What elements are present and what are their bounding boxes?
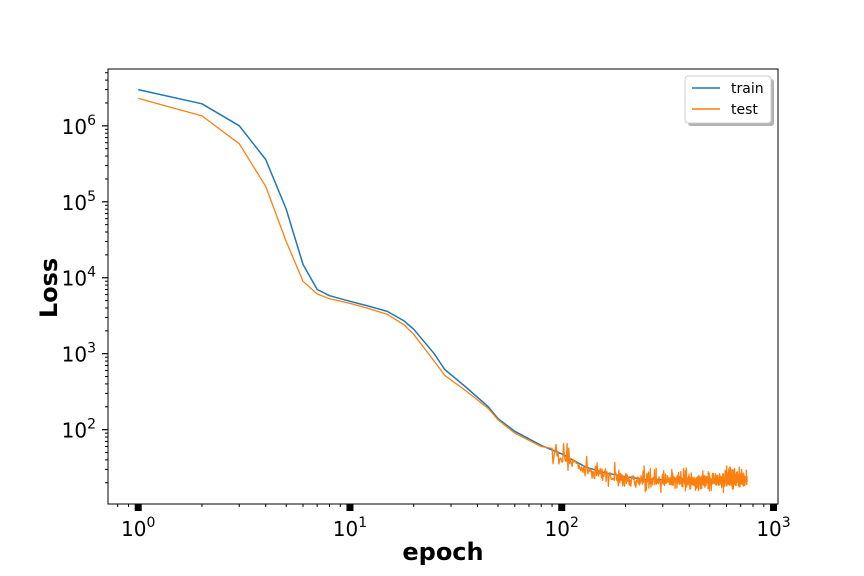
x-major-tick [770, 504, 778, 511]
x-tick-label: 100 [121, 515, 155, 541]
legend-label-train: train [731, 81, 764, 97]
series-layer [138, 88, 748, 494]
x-major-tick [558, 504, 566, 511]
x-tick-label: 103 [756, 515, 790, 541]
x-major-ticks: 100 101 102 103 [121, 504, 791, 541]
y-tick-label: 106 [62, 113, 96, 139]
y-tick-label: 102 [62, 417, 96, 443]
plot-frame [107, 68, 779, 505]
x-tick-label: 102 [545, 515, 579, 541]
legend: train test [684, 75, 774, 126]
y-tick-label: 104 [62, 265, 96, 291]
y-major-ticks: 102 103 104 105 106 [62, 113, 108, 443]
y-tick-label: 103 [62, 341, 96, 367]
y-tick-label: 105 [62, 189, 96, 215]
x-tick-label: 101 [333, 515, 367, 541]
legend-label-test: test [731, 102, 758, 118]
x-major-tick [346, 504, 354, 511]
series-line-test [138, 97, 748, 494]
x-major-tick [134, 504, 142, 511]
x-axis-label: epoch [402, 538, 483, 566]
series-line-train [138, 88, 748, 481]
y-axis-label: Loss [35, 258, 63, 318]
